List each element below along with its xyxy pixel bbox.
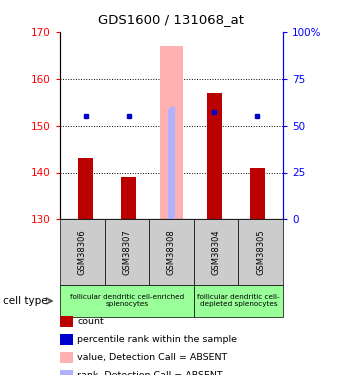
Text: count: count [77,317,104,326]
Bar [121,177,136,219]
Bar [78,158,93,219]
Bar [168,109,175,219]
Text: GSM38305: GSM38305 [256,230,265,275]
Text: GSM38304: GSM38304 [212,230,221,275]
Bar [250,168,265,219]
Text: percentile rank within the sample: percentile rank within the sample [77,335,237,344]
Bar [207,93,222,219]
Text: value, Detection Call = ABSENT: value, Detection Call = ABSENT [77,353,227,362]
Text: cell type: cell type [3,296,48,306]
Text: GSM38308: GSM38308 [167,229,176,275]
Text: GSM38307: GSM38307 [122,229,131,275]
Text: GDS1600 / 131068_at: GDS1600 / 131068_at [98,13,245,26]
Bar [160,46,183,219]
Text: GSM38306: GSM38306 [78,229,87,275]
Text: rank, Detection Call = ABSENT: rank, Detection Call = ABSENT [77,371,223,375]
Text: follicular dendritic cell-enriched
splenocytes: follicular dendritic cell-enriched splen… [70,294,184,307]
Text: follicular dendritic cell-
depleted splenocytes: follicular dendritic cell- depleted sple… [197,294,280,307]
